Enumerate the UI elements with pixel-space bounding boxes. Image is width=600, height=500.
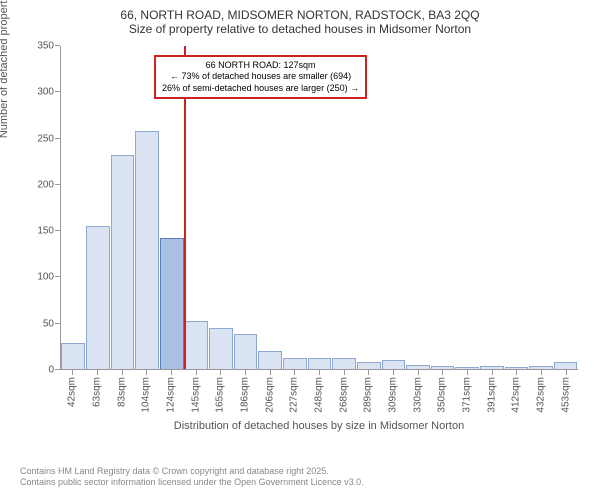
x-tick-mark <box>442 370 443 375</box>
x-tick-mark <box>418 370 419 375</box>
bar <box>258 351 282 369</box>
y-axis: Number of detached properties 0501001502… <box>8 46 60 370</box>
y-tick-label: 200 <box>37 179 54 190</box>
bar <box>505 367 529 369</box>
y-tick-label: 100 <box>37 272 54 283</box>
x-tick-label: 63sqm <box>92 377 103 407</box>
bar <box>308 358 332 369</box>
x-tick-mark <box>171 370 172 375</box>
x-tick-label: 268sqm <box>338 377 349 413</box>
x-tick-label: 227sqm <box>289 377 300 413</box>
annotation-box: 66 NORTH ROAD: 127sqm ← 73% of detached … <box>154 55 367 99</box>
bar <box>135 131 159 369</box>
x-tick-mark <box>245 370 246 375</box>
x-tick-mark <box>393 370 394 375</box>
x-tick-label: 145sqm <box>190 377 201 413</box>
plot-area: 66 NORTH ROAD: 127sqm ← 73% of detached … <box>60 46 578 370</box>
x-tick-label: 412sqm <box>511 377 522 413</box>
bar <box>431 366 455 369</box>
bar <box>111 155 135 369</box>
x-tick-label: 289sqm <box>363 377 374 413</box>
chart-container: 66, NORTH ROAD, MIDSOMER NORTON, RADSTOC… <box>8 8 592 492</box>
annotation-line1: 66 NORTH ROAD: 127sqm <box>162 60 359 71</box>
bar <box>382 360 406 369</box>
x-tick-mark <box>492 370 493 375</box>
x-tick-label: 248sqm <box>314 377 325 413</box>
bar <box>185 321 209 369</box>
footer-line1: Contains HM Land Registry data © Crown c… <box>20 466 364 477</box>
chart-title: 66, NORTH ROAD, MIDSOMER NORTON, RADSTOC… <box>8 8 592 22</box>
bar <box>332 358 356 369</box>
title-block: 66, NORTH ROAD, MIDSOMER NORTON, RADSTOC… <box>8 8 592 36</box>
x-tick-label: 309sqm <box>388 377 399 413</box>
x-tick-label: 391sqm <box>486 377 497 413</box>
x-tick-label: 186sqm <box>240 377 251 413</box>
x-tick-mark <box>294 370 295 375</box>
x-tick-mark <box>270 370 271 375</box>
y-tick-label: 350 <box>37 41 54 52</box>
x-tick-label: 42sqm <box>67 377 78 407</box>
y-tick-label: 300 <box>37 87 54 98</box>
x-tick-mark <box>72 370 73 375</box>
y-tick-label: 0 <box>48 365 54 376</box>
annotation-line2: ← 73% of detached houses are smaller (69… <box>162 71 359 82</box>
x-tick-mark <box>368 370 369 375</box>
x-tick-mark <box>516 370 517 375</box>
x-tick-mark <box>344 370 345 375</box>
x-tick-label: 432sqm <box>536 377 547 413</box>
x-tick-mark <box>97 370 98 375</box>
x-axis: Distribution of detached houses by size … <box>60 370 578 430</box>
x-tick-label: 165sqm <box>215 377 226 413</box>
x-tick-label: 453sqm <box>560 377 571 413</box>
bar <box>283 358 307 369</box>
footer-line2: Contains public sector information licen… <box>20 477 364 488</box>
y-axis-label: Number of detached properties <box>0 0 10 138</box>
x-tick-mark <box>541 370 542 375</box>
x-tick-mark <box>566 370 567 375</box>
chart-subtitle: Size of property relative to detached ho… <box>8 22 592 36</box>
bar <box>455 367 479 369</box>
annotation-line3: 26% of semi-detached houses are larger (… <box>162 83 359 94</box>
bar-highlight <box>160 238 184 369</box>
bar <box>529 366 553 369</box>
x-axis-label: Distribution of detached houses by size … <box>60 420 578 432</box>
x-tick-label: 83sqm <box>116 377 127 407</box>
y-tick-label: 50 <box>43 318 54 329</box>
footer-attribution: Contains HM Land Registry data © Crown c… <box>20 466 364 489</box>
x-tick-label: 371sqm <box>462 377 473 413</box>
bar <box>86 226 110 369</box>
bar <box>554 362 578 369</box>
bar <box>357 362 381 369</box>
x-tick-mark <box>467 370 468 375</box>
x-tick-label: 330sqm <box>412 377 423 413</box>
bar <box>234 334 258 369</box>
x-tick-label: 350sqm <box>437 377 448 413</box>
bar <box>406 365 430 369</box>
x-tick-mark <box>146 370 147 375</box>
bar <box>61 343 85 369</box>
x-tick-mark <box>196 370 197 375</box>
plot-wrap: Number of detached properties 0501001502… <box>8 38 592 430</box>
y-tick-label: 250 <box>37 133 54 144</box>
x-tick-mark <box>122 370 123 375</box>
x-tick-label: 104sqm <box>141 377 152 413</box>
bar <box>209 328 233 369</box>
bar <box>480 366 504 369</box>
x-tick-mark <box>319 370 320 375</box>
x-tick-mark <box>220 370 221 375</box>
x-tick-label: 206sqm <box>264 377 275 413</box>
y-tick-label: 150 <box>37 226 54 237</box>
x-tick-label: 124sqm <box>166 377 177 413</box>
